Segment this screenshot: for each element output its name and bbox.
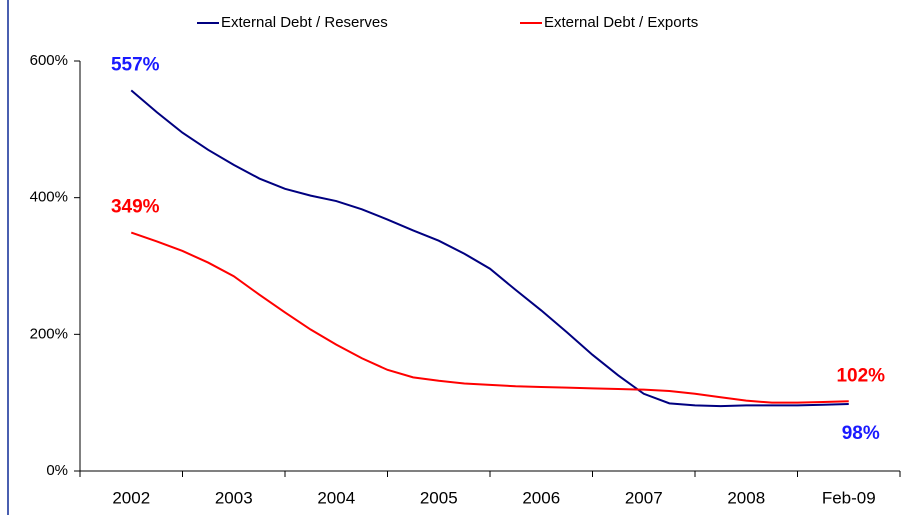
y-tick-label: 600% xyxy=(30,52,68,69)
value-label: 98% xyxy=(842,423,880,444)
x-tick-label: 2004 xyxy=(317,488,355,507)
line xyxy=(130,231,849,404)
x-tick-label: 2005 xyxy=(420,488,458,507)
value-label: 557% xyxy=(111,54,160,75)
x-tick-label: 2007 xyxy=(625,488,663,507)
legend-label: External Debt / Exports xyxy=(544,14,698,31)
x-tick-label: 2003 xyxy=(215,488,253,507)
y-tick-label: 0% xyxy=(46,462,68,479)
x-tick-label: 2002 xyxy=(112,488,150,507)
value-label: 349% xyxy=(111,197,160,218)
legend-label: External Debt / Reserves xyxy=(221,14,388,31)
y-tick-label: 200% xyxy=(30,325,68,342)
line xyxy=(130,89,849,408)
x-tick-label: Feb-09 xyxy=(822,488,876,507)
y-tick-label: 400% xyxy=(30,189,68,206)
value-label: 102% xyxy=(836,365,885,386)
x-tick-label: 2006 xyxy=(522,488,560,507)
x-tick-label: 2008 xyxy=(727,488,765,507)
